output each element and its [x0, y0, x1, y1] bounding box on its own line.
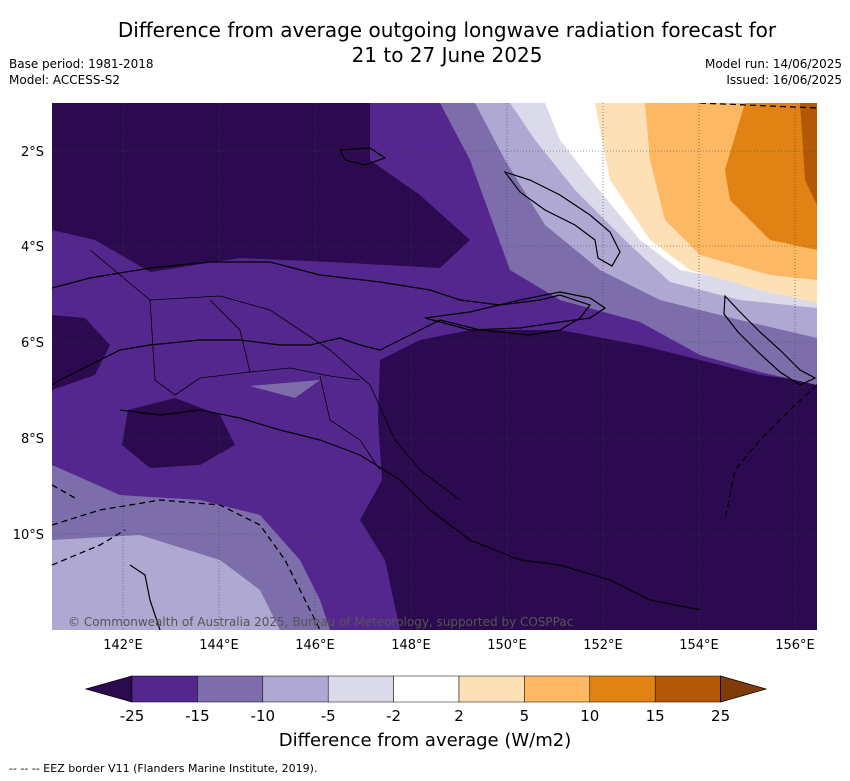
colorbar-tick-label: -10	[251, 707, 276, 725]
lon-label-152e: 152°E	[583, 638, 623, 653]
model-name: Model: ACCESS-S2	[9, 73, 121, 87]
lat-label-2s: 2°S	[21, 145, 44, 160]
colorbar-segment	[393, 675, 460, 703]
colorbar-tick-label: 5	[520, 707, 530, 725]
anomaly-field: © Commonwealth of Australia 2025, Bureau…	[52, 103, 817, 630]
lat-label-8s: 8°S	[21, 432, 44, 447]
lon-label-142e: 142°E	[103, 638, 143, 653]
coastline-manus	[339, 147, 387, 166]
base-period: Base period: 1981-2018	[9, 57, 154, 71]
gridlines	[52, 103, 817, 630]
coastline-new-ireland	[503, 170, 621, 267]
model-run: Model run: 14/06/2025	[704, 57, 842, 71]
colorbar-segment	[589, 675, 656, 703]
province-borders	[89, 249, 461, 501]
lon-label-150e: 150°E	[487, 638, 527, 653]
map-title: Difference from average outgoing longwav…	[0, 18, 850, 68]
field-very-strong-positive	[800, 103, 817, 205]
colorbar-segment	[197, 675, 264, 703]
eez-borders	[52, 103, 817, 630]
colorbar-segment	[131, 675, 198, 703]
lat-label-10s: 10°S	[13, 528, 44, 543]
copyright-text: © Commonwealth of Australia 2025, Bureau…	[68, 615, 573, 629]
colorbar-tick-label: -25	[120, 707, 145, 725]
lon-label-154e: 154°E	[679, 638, 719, 653]
colorbar-segment	[262, 675, 329, 703]
colorbar-tick-label: -5	[321, 707, 336, 725]
issued-date: Issued: 16/06/2025	[726, 73, 842, 87]
colorbar-segment	[654, 675, 721, 703]
coastlines	[52, 147, 817, 630]
colorbar-arrow-low	[84, 675, 133, 703]
colorbar-segment	[327, 675, 394, 703]
lon-labels: 142°E 144°E 146°E 148°E 150°E 152°E 154°…	[103, 638, 815, 653]
colorbar-tick-label: 25	[711, 707, 730, 725]
meta-right: Model run: 14/06/2025 Issued: 16/06/2025	[705, 56, 842, 88]
colorbar-label: Difference from average (W/m2)	[278, 730, 572, 751]
lon-label-156e: 156°E	[775, 638, 815, 653]
colorbar-tick-label: 2	[454, 707, 464, 725]
colorbar-tick-label: 15	[646, 707, 665, 725]
field-strong-negative-west	[52, 315, 110, 390]
coastline-new-britain	[424, 291, 607, 331]
field-strong-negative-north	[52, 103, 470, 272]
field-slight-negative-southwest	[52, 535, 280, 630]
coastline-new-guinea-south	[119, 409, 701, 611]
field-weak-negative-inland	[250, 380, 320, 398]
coastline-new-guinea-north	[52, 261, 591, 386]
colorbar: -25 -15 -10 -5 -2 2 5 10 15 25	[84, 675, 768, 725]
colorbar-tick-label: 10	[580, 707, 599, 725]
coastline-cape-york	[129, 564, 161, 630]
field-strong-negative-southeast	[360, 330, 817, 630]
field-neutral	[545, 103, 817, 290]
lat-label-4s: 4°S	[21, 240, 44, 255]
colorbar-tick-label: -15	[185, 707, 210, 725]
meta-left: Base period: 1981-2018 Model: ACCESS-S2	[9, 56, 154, 88]
colorbar-segment	[524, 675, 591, 703]
lon-label-148e: 148°E	[391, 638, 431, 653]
field-strong-negative-southwest	[122, 398, 235, 468]
field-strong-positive	[725, 103, 817, 250]
eez-footer-note: -- -- -- EEZ border V11 (Flanders Marine…	[9, 762, 318, 775]
colorbar-arrow-high	[720, 675, 768, 703]
coastline-bougainville	[723, 294, 817, 386]
title-line-2: 21 to 27 June 2025	[351, 43, 543, 67]
lon-label-144e: 144°E	[199, 638, 239, 653]
lat-label-6s: 6°S	[21, 336, 44, 351]
colorbar-tick-label: -2	[386, 707, 401, 725]
lon-label-146e: 146°E	[295, 638, 335, 653]
lat-labels: 2°S 4°S 6°S 8°S 10°S	[13, 145, 44, 543]
colorbar-segment	[458, 675, 525, 703]
title-line-1: Difference from average outgoing longwav…	[117, 18, 777, 42]
